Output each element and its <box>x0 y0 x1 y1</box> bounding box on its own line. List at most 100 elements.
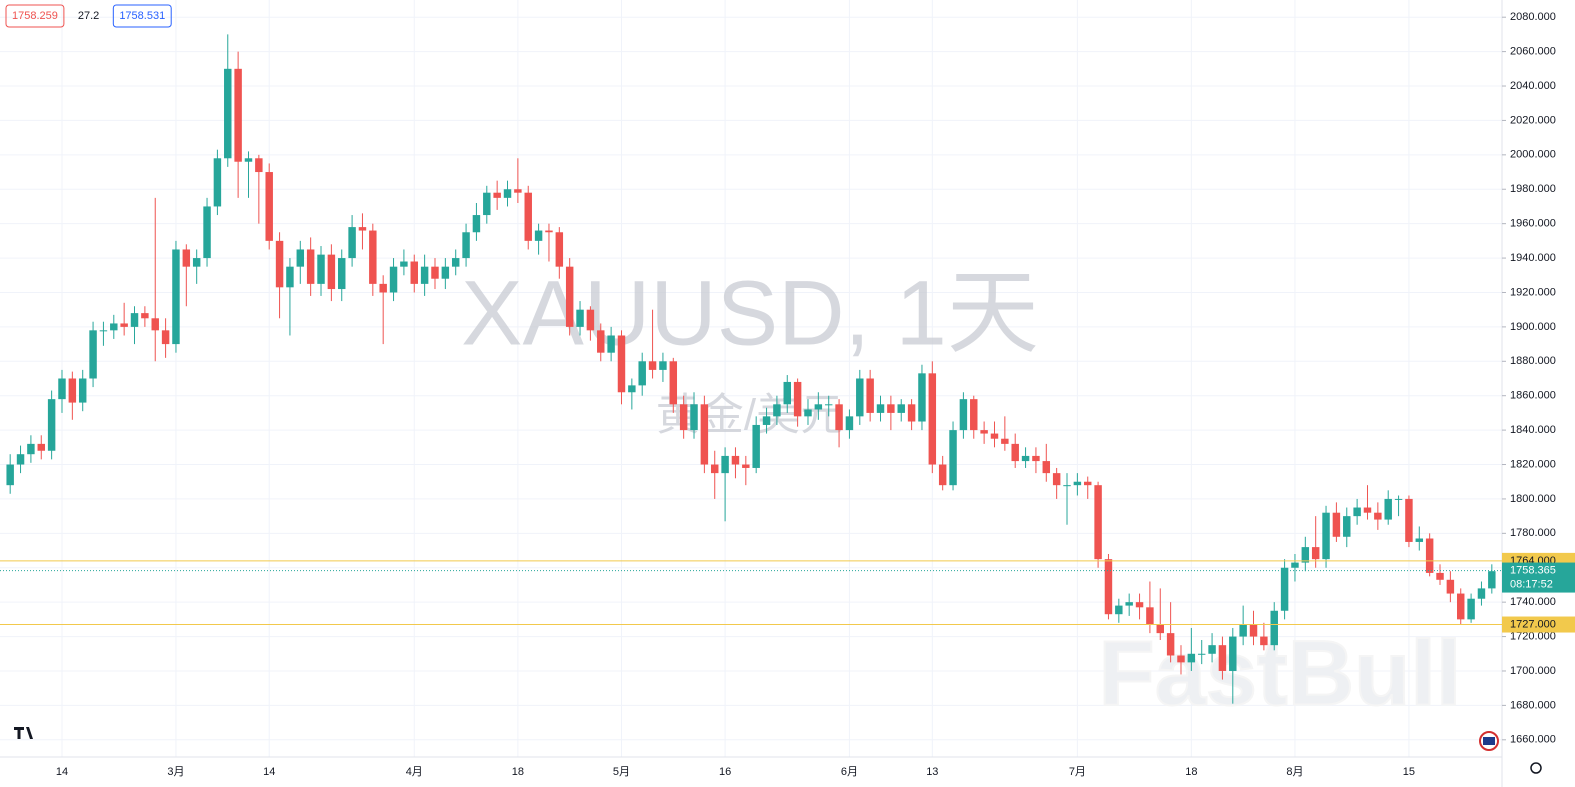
candle-body <box>938 464 947 486</box>
candle-body <box>306 249 315 284</box>
candle-body <box>255 158 263 173</box>
candle-body <box>1063 485 1071 487</box>
candle-body <box>793 381 802 417</box>
candle-body <box>110 323 118 331</box>
candle-body <box>1239 624 1247 637</box>
candle-body <box>721 455 729 474</box>
candle-body <box>161 330 170 345</box>
candle-body <box>369 230 377 284</box>
plot-area <box>6 34 1496 704</box>
y-tick-label: 1980.000 <box>1510 183 1556 195</box>
candle-body <box>130 313 139 327</box>
price-line-label: 1727.000 <box>1510 618 1556 630</box>
candle-body <box>897 404 905 413</box>
x-tick-label: 18 <box>1185 766 1197 778</box>
candle-body <box>524 192 532 241</box>
candle-body <box>586 309 595 331</box>
candle-body <box>742 464 750 468</box>
candle-body <box>700 404 709 465</box>
candle-body <box>410 261 418 284</box>
candle-body <box>762 416 771 425</box>
candle-body <box>213 158 222 207</box>
candle-body <box>389 266 398 293</box>
candle-body <box>1249 624 1258 637</box>
candle-body <box>1052 473 1061 486</box>
logo-mark <box>14 727 33 739</box>
x-tick-label: 14 <box>263 766 275 778</box>
candle-body <box>47 399 56 451</box>
candle-body <box>1353 507 1361 517</box>
y-tick-label: 1900.000 <box>1510 321 1556 333</box>
candle-body <box>1156 624 1164 634</box>
candle-body <box>534 230 543 241</box>
candle-body <box>431 266 439 279</box>
candle-body <box>887 404 895 413</box>
candle-body <box>814 404 823 410</box>
countdown-label: 08:17:52 <box>1510 578 1553 590</box>
candle-body <box>555 232 564 267</box>
y-tick-label: 1940.000 <box>1510 252 1556 264</box>
candle-body <box>234 68 242 162</box>
candle-body <box>907 404 916 422</box>
candle-body <box>420 266 429 284</box>
x-tick-label: 3月 <box>167 766 184 778</box>
candle-body <box>1125 602 1133 606</box>
candle-body <box>628 385 636 393</box>
y-tick-label: 2040.000 <box>1510 80 1556 92</box>
y-tick-label: 1780.000 <box>1510 527 1556 539</box>
watermark-title: XAUUSD, 1天 <box>461 262 1039 364</box>
y-tick-label: 1660.000 <box>1510 734 1556 746</box>
candle-body <box>1488 571 1496 589</box>
candle-body <box>1042 461 1051 474</box>
candle-body <box>462 232 470 259</box>
candle-body <box>327 254 336 290</box>
candle-body <box>400 261 408 267</box>
candle-body <box>1311 547 1320 560</box>
flag-icon <box>1479 731 1499 751</box>
candle-body <box>1084 481 1092 486</box>
legend-box <box>112 4 172 28</box>
settings-icon[interactable] <box>1530 762 1542 774</box>
candle-body <box>835 404 843 431</box>
candle-body <box>37 443 45 451</box>
candle-body <box>338 258 346 290</box>
candle-body <box>980 430 988 434</box>
candle-body <box>1322 512 1330 560</box>
tv-logo <box>14 727 33 739</box>
candle-body <box>1280 567 1289 611</box>
candle-body <box>317 254 325 284</box>
candle-body <box>172 249 180 345</box>
candle-body <box>928 373 937 465</box>
candle-body <box>1032 455 1040 462</box>
y-tick-label: 1820.000 <box>1510 458 1556 470</box>
y-tick-label: 1720.000 <box>1510 630 1556 642</box>
y-tick-label: 1860.000 <box>1510 390 1556 402</box>
candle-body <box>679 404 688 431</box>
candle-body <box>1301 547 1310 563</box>
y-tick-label: 1920.000 <box>1510 286 1556 298</box>
candle-body <box>141 313 149 319</box>
y-tick-label: 1800.000 <box>1510 493 1556 505</box>
candle-body <box>638 361 646 386</box>
candle-body <box>607 335 615 353</box>
candle-body <box>1011 443 1019 462</box>
candle-body <box>1467 598 1475 620</box>
candle-body <box>783 381 791 405</box>
legend-value: 1758.531 <box>119 10 165 22</box>
gear[interactable] <box>1530 762 1542 774</box>
candle-body <box>949 430 957 486</box>
candle-body <box>990 433 999 439</box>
candle-body <box>565 266 574 327</box>
candle-body <box>1394 498 1403 500</box>
candle-body <box>472 215 481 233</box>
candle-body <box>120 323 128 327</box>
candle-body <box>1104 559 1113 615</box>
candle-body <box>866 378 874 413</box>
candle-body <box>1374 512 1382 520</box>
candle-body <box>27 443 35 455</box>
candle-body <box>1363 507 1372 513</box>
legend-value: 1758.259 <box>12 10 58 22</box>
candle-body <box>1260 636 1268 646</box>
legend-value: 27.2 <box>78 10 99 22</box>
